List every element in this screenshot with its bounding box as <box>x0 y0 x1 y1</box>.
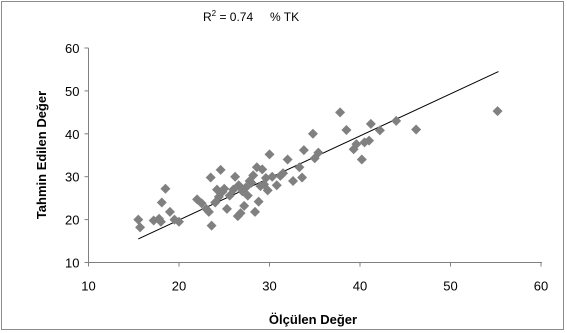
x-tick-label: 50 <box>443 279 457 294</box>
data-point <box>262 185 273 196</box>
unit-annotation: % TK <box>270 10 299 24</box>
data-point <box>155 216 166 227</box>
data-point <box>365 118 376 129</box>
data-point <box>250 206 261 217</box>
y-axis-title: Tahmin Edilen Değer <box>34 91 49 219</box>
data-point <box>205 172 216 183</box>
data-point <box>278 168 289 179</box>
y-tick-label: 10 <box>65 256 79 271</box>
y-tick-label: 60 <box>65 41 79 56</box>
y-tick-label: 40 <box>65 127 79 142</box>
y-tick-label: 50 <box>65 84 79 99</box>
data-point <box>135 222 146 233</box>
data-point <box>267 171 278 182</box>
data-point <box>240 182 251 193</box>
x-axis-title: Ölçülen Değer <box>269 312 357 327</box>
data-point <box>174 216 184 227</box>
data-point <box>203 206 214 217</box>
data-point <box>341 124 352 135</box>
data-point <box>248 170 259 181</box>
data-point <box>164 206 175 217</box>
data-point <box>196 198 207 209</box>
r2-value: = 0.74 <box>216 10 253 24</box>
r2-annotation: R2 = 0.74 <box>203 9 253 24</box>
data-point <box>351 139 362 150</box>
data-point <box>294 162 305 173</box>
data-point <box>242 190 253 201</box>
y-tick-label: 30 <box>65 170 79 185</box>
data-point <box>356 154 367 165</box>
data-point <box>230 171 241 182</box>
data-point <box>307 128 318 139</box>
r2-exponent: 2 <box>212 9 217 18</box>
data-point <box>297 172 308 183</box>
data-point <box>411 124 422 135</box>
x-tick-label: 40 <box>353 279 367 294</box>
data-point <box>492 106 503 117</box>
data-point <box>253 196 264 207</box>
data-point <box>160 183 171 194</box>
data-point <box>264 149 275 160</box>
data-point <box>133 214 144 225</box>
data-point <box>313 147 324 158</box>
x-tick-label: 20 <box>172 279 186 294</box>
data-point <box>391 115 402 126</box>
data-point <box>335 107 346 118</box>
data-point <box>271 180 282 191</box>
data-point <box>221 203 232 214</box>
data-point <box>288 175 299 186</box>
x-tick-label: 30 <box>262 279 276 294</box>
data-point <box>257 164 268 175</box>
data-point <box>235 208 246 219</box>
data-points <box>133 106 503 233</box>
data-point <box>206 220 217 231</box>
data-point <box>364 135 375 146</box>
data-point <box>298 145 309 156</box>
x-tick-label: 10 <box>81 279 95 294</box>
data-point <box>156 197 167 208</box>
data-point <box>282 154 293 165</box>
data-point <box>246 177 257 188</box>
data-point <box>260 172 271 183</box>
data-point <box>219 183 230 194</box>
tick-group: 10 20 30 40 50 60 10 20 30 40 50 60 <box>65 41 548 294</box>
data-point <box>374 125 385 136</box>
data-point <box>215 164 226 175</box>
data-point <box>239 200 250 211</box>
x-tick-label: 60 <box>534 279 548 294</box>
r2-label: R <box>203 10 212 24</box>
y-tick-label: 20 <box>65 213 79 228</box>
